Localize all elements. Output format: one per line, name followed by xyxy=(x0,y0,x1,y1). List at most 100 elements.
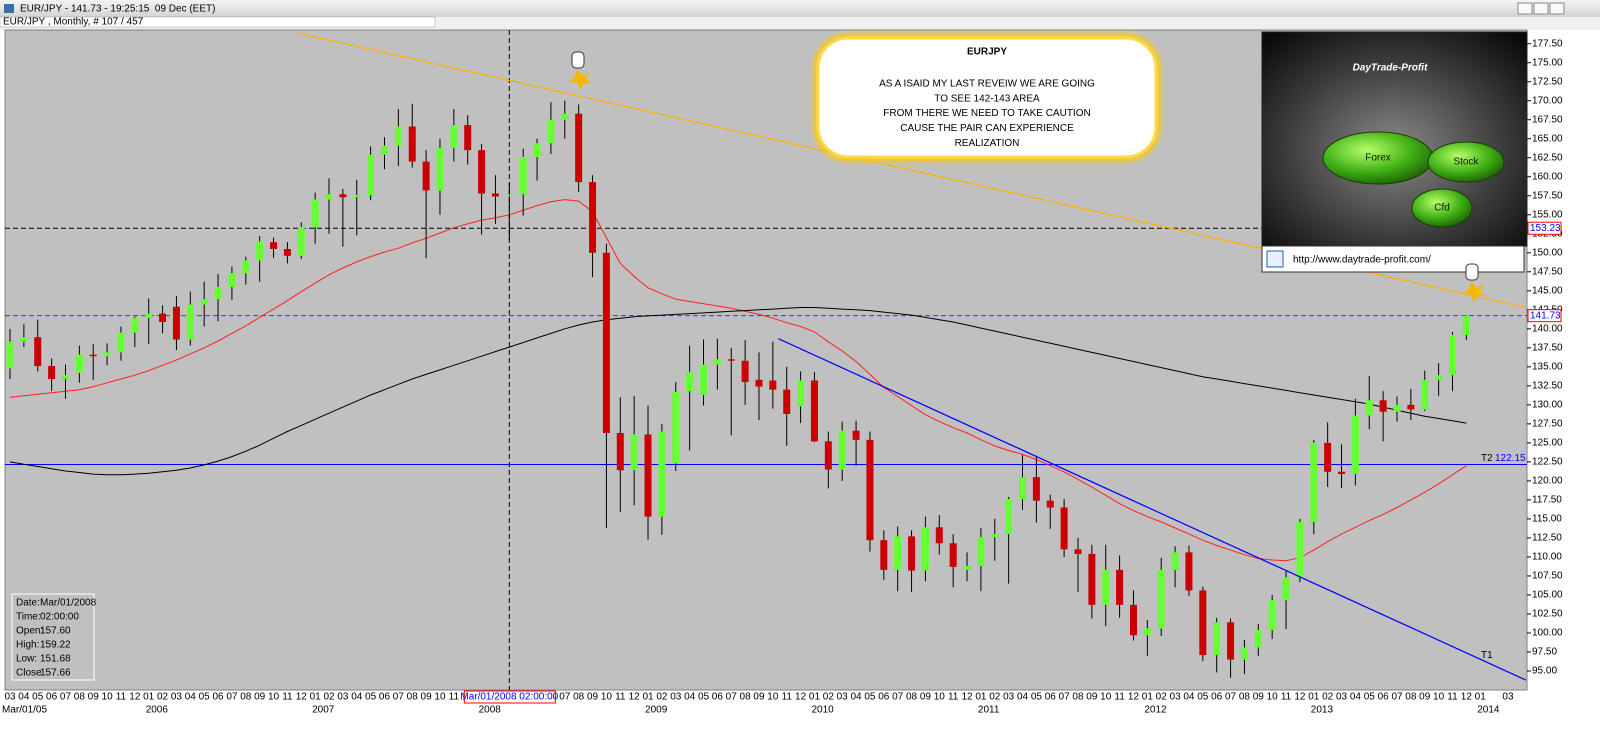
x-tick-label: 08 xyxy=(1405,692,1417,703)
candle-body xyxy=(1324,442,1332,472)
x-tick-label: 02 xyxy=(656,692,668,703)
annotation-line: REALIZATION xyxy=(955,138,1020,149)
candle-body xyxy=(283,248,291,256)
subtitle-box xyxy=(0,16,436,28)
candle-body xyxy=(1296,521,1304,578)
x-tick-label: 01 xyxy=(809,692,821,703)
x-tick-label: 03 xyxy=(670,692,682,703)
x-tick-label: 06 xyxy=(212,692,224,703)
minimize-button[interactable] xyxy=(1517,2,1533,15)
y-tick-label: 157.50 xyxy=(1532,190,1563,201)
candle-body xyxy=(1435,375,1443,380)
x-tick-label: 08 xyxy=(906,692,918,703)
candle-body xyxy=(1338,471,1346,475)
candle-body xyxy=(1129,604,1137,636)
info-value: 157.66 xyxy=(40,668,71,679)
x-tick-label: 11 xyxy=(948,692,959,703)
x-tick-label: 07 xyxy=(726,692,738,703)
x-tick-label: 01 xyxy=(143,692,155,703)
candle-body xyxy=(741,360,749,383)
x-tick-label: 10 xyxy=(434,692,446,703)
x-year-label: 2011 xyxy=(978,705,1000,716)
x-tick-label: 10 xyxy=(767,692,779,703)
candle-body xyxy=(1171,552,1179,570)
x-year-label: Mar/01/05 xyxy=(2,705,47,716)
y-tick-label: 97.50 xyxy=(1532,647,1557,658)
x-year-label: 2012 xyxy=(1144,705,1167,716)
y-tick-label: 175.00 xyxy=(1532,57,1563,68)
x-tick-label: 11 xyxy=(782,692,793,703)
x-tick-label: 02 xyxy=(989,692,1001,703)
pointer-burst xyxy=(569,70,592,90)
annotation-line: AS A ISAID MY LAST REVEIW WE ARE GOING xyxy=(879,79,1095,90)
candle-body xyxy=(48,366,56,380)
candle-body xyxy=(1351,415,1359,475)
candle-body xyxy=(145,313,153,319)
y-tick-label: 132.50 xyxy=(1532,380,1563,391)
plot-layer: 95.00 97.50 100.00 102.50 105.00 107.50 110.00… xyxy=(2,30,1563,716)
x-tick-label: 09 xyxy=(1253,692,1265,703)
x-tick-label: 10 xyxy=(1100,692,1112,703)
ad-url-bar xyxy=(1261,245,1525,273)
candle-body xyxy=(1074,549,1082,554)
candle-body xyxy=(1032,477,1040,501)
title-bar xyxy=(0,0,1600,17)
candle-body xyxy=(700,364,707,395)
x-tick-label: 07 xyxy=(1225,692,1237,703)
x-tick-label: 08 xyxy=(240,692,252,703)
candle-body xyxy=(1213,622,1221,656)
candle-body xyxy=(755,379,763,387)
candle-body xyxy=(1046,500,1054,508)
x-tick-label: 10 xyxy=(1267,692,1279,703)
y-tick-label: 177.50 xyxy=(1532,38,1563,49)
crosshair-y-label: 153.23 xyxy=(1530,223,1561,234)
candle-body xyxy=(367,154,375,195)
info-label: High: xyxy=(16,640,39,651)
x-tick-label: 09 xyxy=(587,692,599,703)
annotation-line: TO SEE 142-143 AREA xyxy=(934,93,1040,104)
candle-body xyxy=(1199,590,1207,656)
candle-body xyxy=(908,536,916,571)
annotation-title: EURJPY xyxy=(967,47,1007,58)
y-tick-label: 107.50 xyxy=(1532,571,1563,582)
x-tick-label: 05 xyxy=(864,692,876,703)
crosshair-y-label-box xyxy=(1527,221,1562,235)
x-tick-label: 12 xyxy=(296,692,308,703)
x-tick-label: 01 xyxy=(1475,692,1487,703)
candle-body xyxy=(838,430,846,470)
candle-body xyxy=(394,126,402,146)
x-tick-label: 07 xyxy=(1059,692,1071,703)
restore-button[interactable] xyxy=(1533,2,1549,15)
candle-body xyxy=(1102,569,1110,605)
candle-body xyxy=(630,434,638,471)
y-tick-label: 140.00 xyxy=(1532,323,1563,334)
pointer-hand xyxy=(1465,263,1479,281)
candle-body xyxy=(89,354,97,357)
candle-body xyxy=(769,380,777,390)
x-tick-label: 07 xyxy=(226,692,238,703)
candle-body xyxy=(297,226,305,256)
candle-body xyxy=(353,195,361,198)
x-tick-label: 07 xyxy=(559,692,571,703)
candle-body xyxy=(963,566,971,570)
y-tick-label: 162.50 xyxy=(1532,152,1563,163)
x-tick-label: 02 xyxy=(1322,692,1334,703)
candle-body xyxy=(561,113,569,120)
candle-body xyxy=(1379,400,1387,412)
candle-body xyxy=(478,150,486,194)
y-tick-label: 130.00 xyxy=(1532,400,1563,411)
close-button[interactable] xyxy=(1549,2,1565,15)
info-value: 151.68 xyxy=(40,654,71,665)
x-tick-label: 12 xyxy=(961,692,973,703)
x-tick-label: 12 xyxy=(629,692,641,703)
line-axis-label: 141.73 xyxy=(1530,310,1561,321)
x-tick-label: 04 xyxy=(1017,692,1029,703)
y-tick-label: 145.00 xyxy=(1532,285,1563,296)
candle-body xyxy=(602,252,610,433)
candle-body xyxy=(672,391,680,464)
x-tick-label: 04 xyxy=(18,692,30,703)
candle-body xyxy=(339,194,347,198)
pointer-burst xyxy=(1463,282,1486,302)
candle-body xyxy=(200,299,208,305)
x-tick-label: 09 xyxy=(421,692,433,703)
